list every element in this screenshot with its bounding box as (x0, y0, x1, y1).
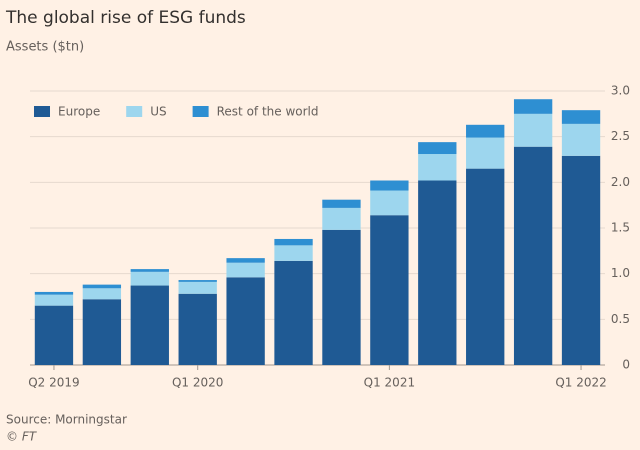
chart-title: The global rise of ESG funds (5, 8, 246, 28)
bar-segment (418, 180, 457, 365)
bar-segment (418, 154, 457, 181)
y-tick-label: 3.0 (611, 84, 630, 98)
source: Source: Morningstar (6, 413, 127, 427)
bar-segment (274, 260, 313, 365)
legend-label: Rest of the world (217, 105, 319, 119)
bar-segment (370, 180, 409, 191)
bar-segment (513, 113, 553, 147)
bar-segment (178, 280, 217, 282)
bar-segment (561, 110, 601, 124)
y-tick-label: 0 (622, 358, 630, 372)
legend-swatch (34, 106, 50, 117)
y-tick-label: 0.5 (611, 312, 630, 326)
bar-segment (274, 245, 313, 261)
bar-segment (130, 271, 169, 286)
bar-segment (466, 137, 505, 169)
bar-segment (226, 262, 265, 278)
bar-segment (130, 285, 169, 365)
bar-segment (561, 155, 601, 365)
bar-segment (178, 293, 217, 365)
x-tick-label: Q1 2020 (172, 376, 223, 390)
bar-segment (178, 281, 217, 294)
x-tick-label: Q1 2022 (555, 376, 606, 390)
bar-segment (226, 277, 265, 365)
credit: © FT (6, 430, 38, 444)
bar-segment (322, 229, 361, 365)
bar-segment (466, 168, 505, 365)
y-tick-label: 2.5 (611, 129, 630, 143)
bar-segment (82, 299, 122, 365)
x-tick-label: Q1 2021 (364, 376, 415, 390)
legend-label: Europe (58, 105, 100, 119)
bar-segment (513, 99, 553, 114)
y-tick-label: 1.5 (611, 221, 630, 235)
bar-segment (561, 123, 601, 156)
legend-swatch (126, 106, 143, 117)
bar-segment (322, 199, 361, 208)
chart-subtitle: Assets ($tn) (6, 40, 84, 55)
bar-segment (130, 269, 169, 272)
legend-label: US (150, 105, 166, 119)
bar-segment (322, 207, 361, 230)
y-tick-label: 1.0 (611, 266, 630, 280)
x-tick-label: Q2 2019 (28, 376, 79, 390)
bar-segment (82, 284, 122, 289)
legend-swatch (192, 106, 209, 117)
bar-segment (34, 294, 74, 306)
bar-segment (370, 190, 409, 216)
bar-segment (34, 305, 74, 365)
bar-segment (226, 258, 265, 263)
bar-segment (418, 142, 457, 155)
y-tick-label: 2.0 (611, 175, 630, 189)
bar-segment (34, 291, 74, 295)
bar-segment (513, 146, 553, 365)
bar-segment (370, 215, 409, 365)
bar-segment (466, 124, 505, 138)
bar-segment (274, 238, 313, 246)
bar-segment (82, 288, 122, 300)
